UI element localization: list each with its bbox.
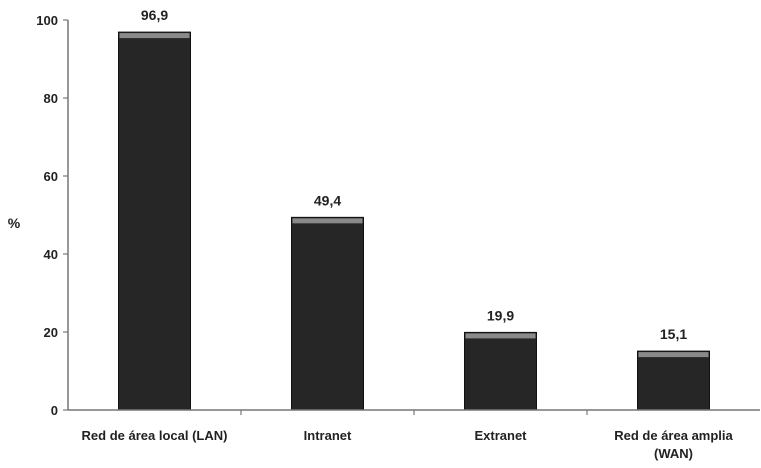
category-label: Intranet <box>304 428 352 443</box>
category-label: Red de área amplia <box>614 428 733 443</box>
bar <box>291 216 364 411</box>
y-tick-label: 100 <box>36 13 58 28</box>
bar-group: 49,4 <box>291 192 364 411</box>
data-label: 15,1 <box>660 326 687 342</box>
y-tick-label: 60 <box>44 169 58 184</box>
y-tick-label: 80 <box>44 91 58 106</box>
bar <box>637 350 710 411</box>
bar-group: 19,9 <box>464 307 537 411</box>
bar-top-highlight <box>292 218 363 224</box>
bar-top-highlight <box>465 333 536 339</box>
bar-group: 96,9 <box>118 7 191 411</box>
data-label: 19,9 <box>487 307 514 323</box>
bar-group: 15,1 <box>637 326 710 411</box>
category-label: (WAN) <box>654 446 693 461</box>
y-tick-label: 0 <box>51 403 58 418</box>
bar-top-highlight <box>638 352 709 358</box>
category-label: Red de área local (LAN) <box>82 428 228 443</box>
bar <box>464 331 537 411</box>
bar-top-highlight <box>119 33 190 39</box>
bar <box>118 31 191 411</box>
y-axis: 0 20 40 60 80 100 <box>36 13 69 418</box>
data-label: 96,9 <box>141 7 168 23</box>
y-axis-title: % <box>8 215 21 231</box>
y-tick-label: 40 <box>44 247 58 262</box>
bars-group: 96,9 49,4 19,9 15,1 <box>118 7 710 411</box>
category-label: Extranet <box>474 428 527 443</box>
data-label: 49,4 <box>314 192 341 208</box>
y-tick-label: 20 <box>44 325 58 340</box>
x-axis: Red de área local (LAN) Intranet Extranet R… <box>68 409 760 461</box>
